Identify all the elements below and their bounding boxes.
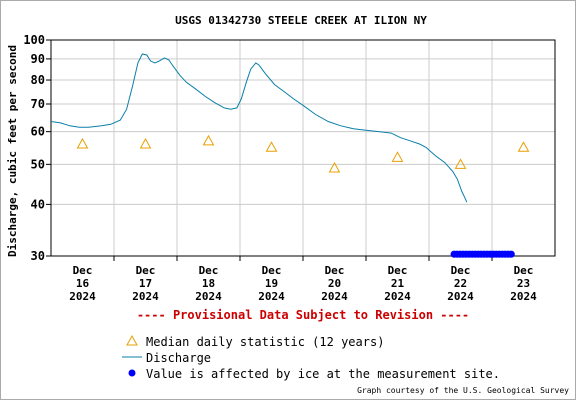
- x-tick-label: Dec: [388, 264, 408, 277]
- x-tick-labels: Dec162024Dec172024Dec182024Dec192024Dec2…: [69, 264, 537, 303]
- median-marker: [202, 134, 215, 146]
- y-tick-label: 70: [31, 97, 45, 111]
- median-markers: [76, 134, 530, 173]
- discharge-series-line: [50, 53, 468, 203]
- x-tick-label: Dec: [514, 264, 534, 277]
- x-tick-label: 2024: [132, 290, 159, 303]
- y-tick-label: 90: [31, 52, 45, 66]
- y-tick-label: 40: [31, 197, 45, 211]
- median-marker: [76, 137, 89, 149]
- x-tick-label: 18: [202, 277, 215, 290]
- legend-ice-label: Value is affected by ice at the measurem…: [146, 367, 500, 381]
- x-tick-label: 19: [265, 277, 278, 290]
- x-tick-label: 2024: [321, 290, 348, 303]
- legend: Median daily statistic (12 years) Discha…: [122, 334, 500, 381]
- x-tick-label: Dec: [262, 264, 282, 277]
- y-axis-label: Discharge, cubic feet per second: [6, 45, 19, 257]
- provisional-notice: ---- Provisional Data Subject to Revisio…: [137, 308, 469, 322]
- x-tick-label: 2024: [510, 290, 537, 303]
- x-tick-label: Dec: [199, 264, 219, 277]
- x-tick-label: 2024: [69, 290, 96, 303]
- x-tick-label: 2024: [258, 290, 285, 303]
- y-tick-label: 80: [31, 73, 45, 87]
- y-tick-label: 60: [31, 125, 45, 139]
- median-marker: [517, 141, 530, 152]
- median-marker: [139, 137, 152, 149]
- x-tick-label: Dec: [73, 264, 93, 277]
- median-marker: [265, 141, 278, 152]
- median-marker: [391, 151, 404, 162]
- legend-median-label: Median daily statistic (12 years): [146, 335, 384, 349]
- median-marker: [328, 161, 341, 173]
- x-tick-label: Dec: [325, 264, 345, 277]
- y-tick-label: 100: [23, 33, 45, 47]
- y-tick-labels: 30 40 50 60 70 80 90 100: [23, 33, 45, 263]
- ice-marker: [507, 250, 515, 258]
- x-tick-label: 2024: [384, 290, 411, 303]
- usgs-credit: Graph courtesy of the U.S. Geological Su…: [357, 386, 569, 395]
- y-tick-label: 30: [31, 249, 45, 263]
- x-tick-label: 21: [391, 277, 405, 290]
- grid-lines: [46, 39, 555, 261]
- legend-discharge-label: Discharge: [146, 351, 211, 365]
- chart-title: USGS 01342730 STEELE CREEK AT ILION NY: [175, 14, 427, 27]
- x-tick-label: 23: [517, 277, 530, 290]
- ice-affected-values: [450, 250, 515, 258]
- plot-area: [50, 39, 556, 257]
- x-tick-label: 16: [76, 277, 90, 290]
- legend-median-marker: [126, 334, 138, 346]
- x-tick-label: 22: [454, 277, 467, 290]
- y-tick-label: 50: [31, 157, 45, 171]
- x-tick-label: 2024: [195, 290, 222, 303]
- x-tick-label: Dec: [451, 264, 471, 277]
- legend-ice-marker: [128, 369, 136, 377]
- x-tick-label: 20: [328, 277, 341, 290]
- x-tick-label: Dec: [136, 264, 156, 277]
- median-marker: [454, 158, 467, 169]
- x-tick-label: 2024: [447, 290, 474, 303]
- x-tick-label: 17: [139, 277, 152, 290]
